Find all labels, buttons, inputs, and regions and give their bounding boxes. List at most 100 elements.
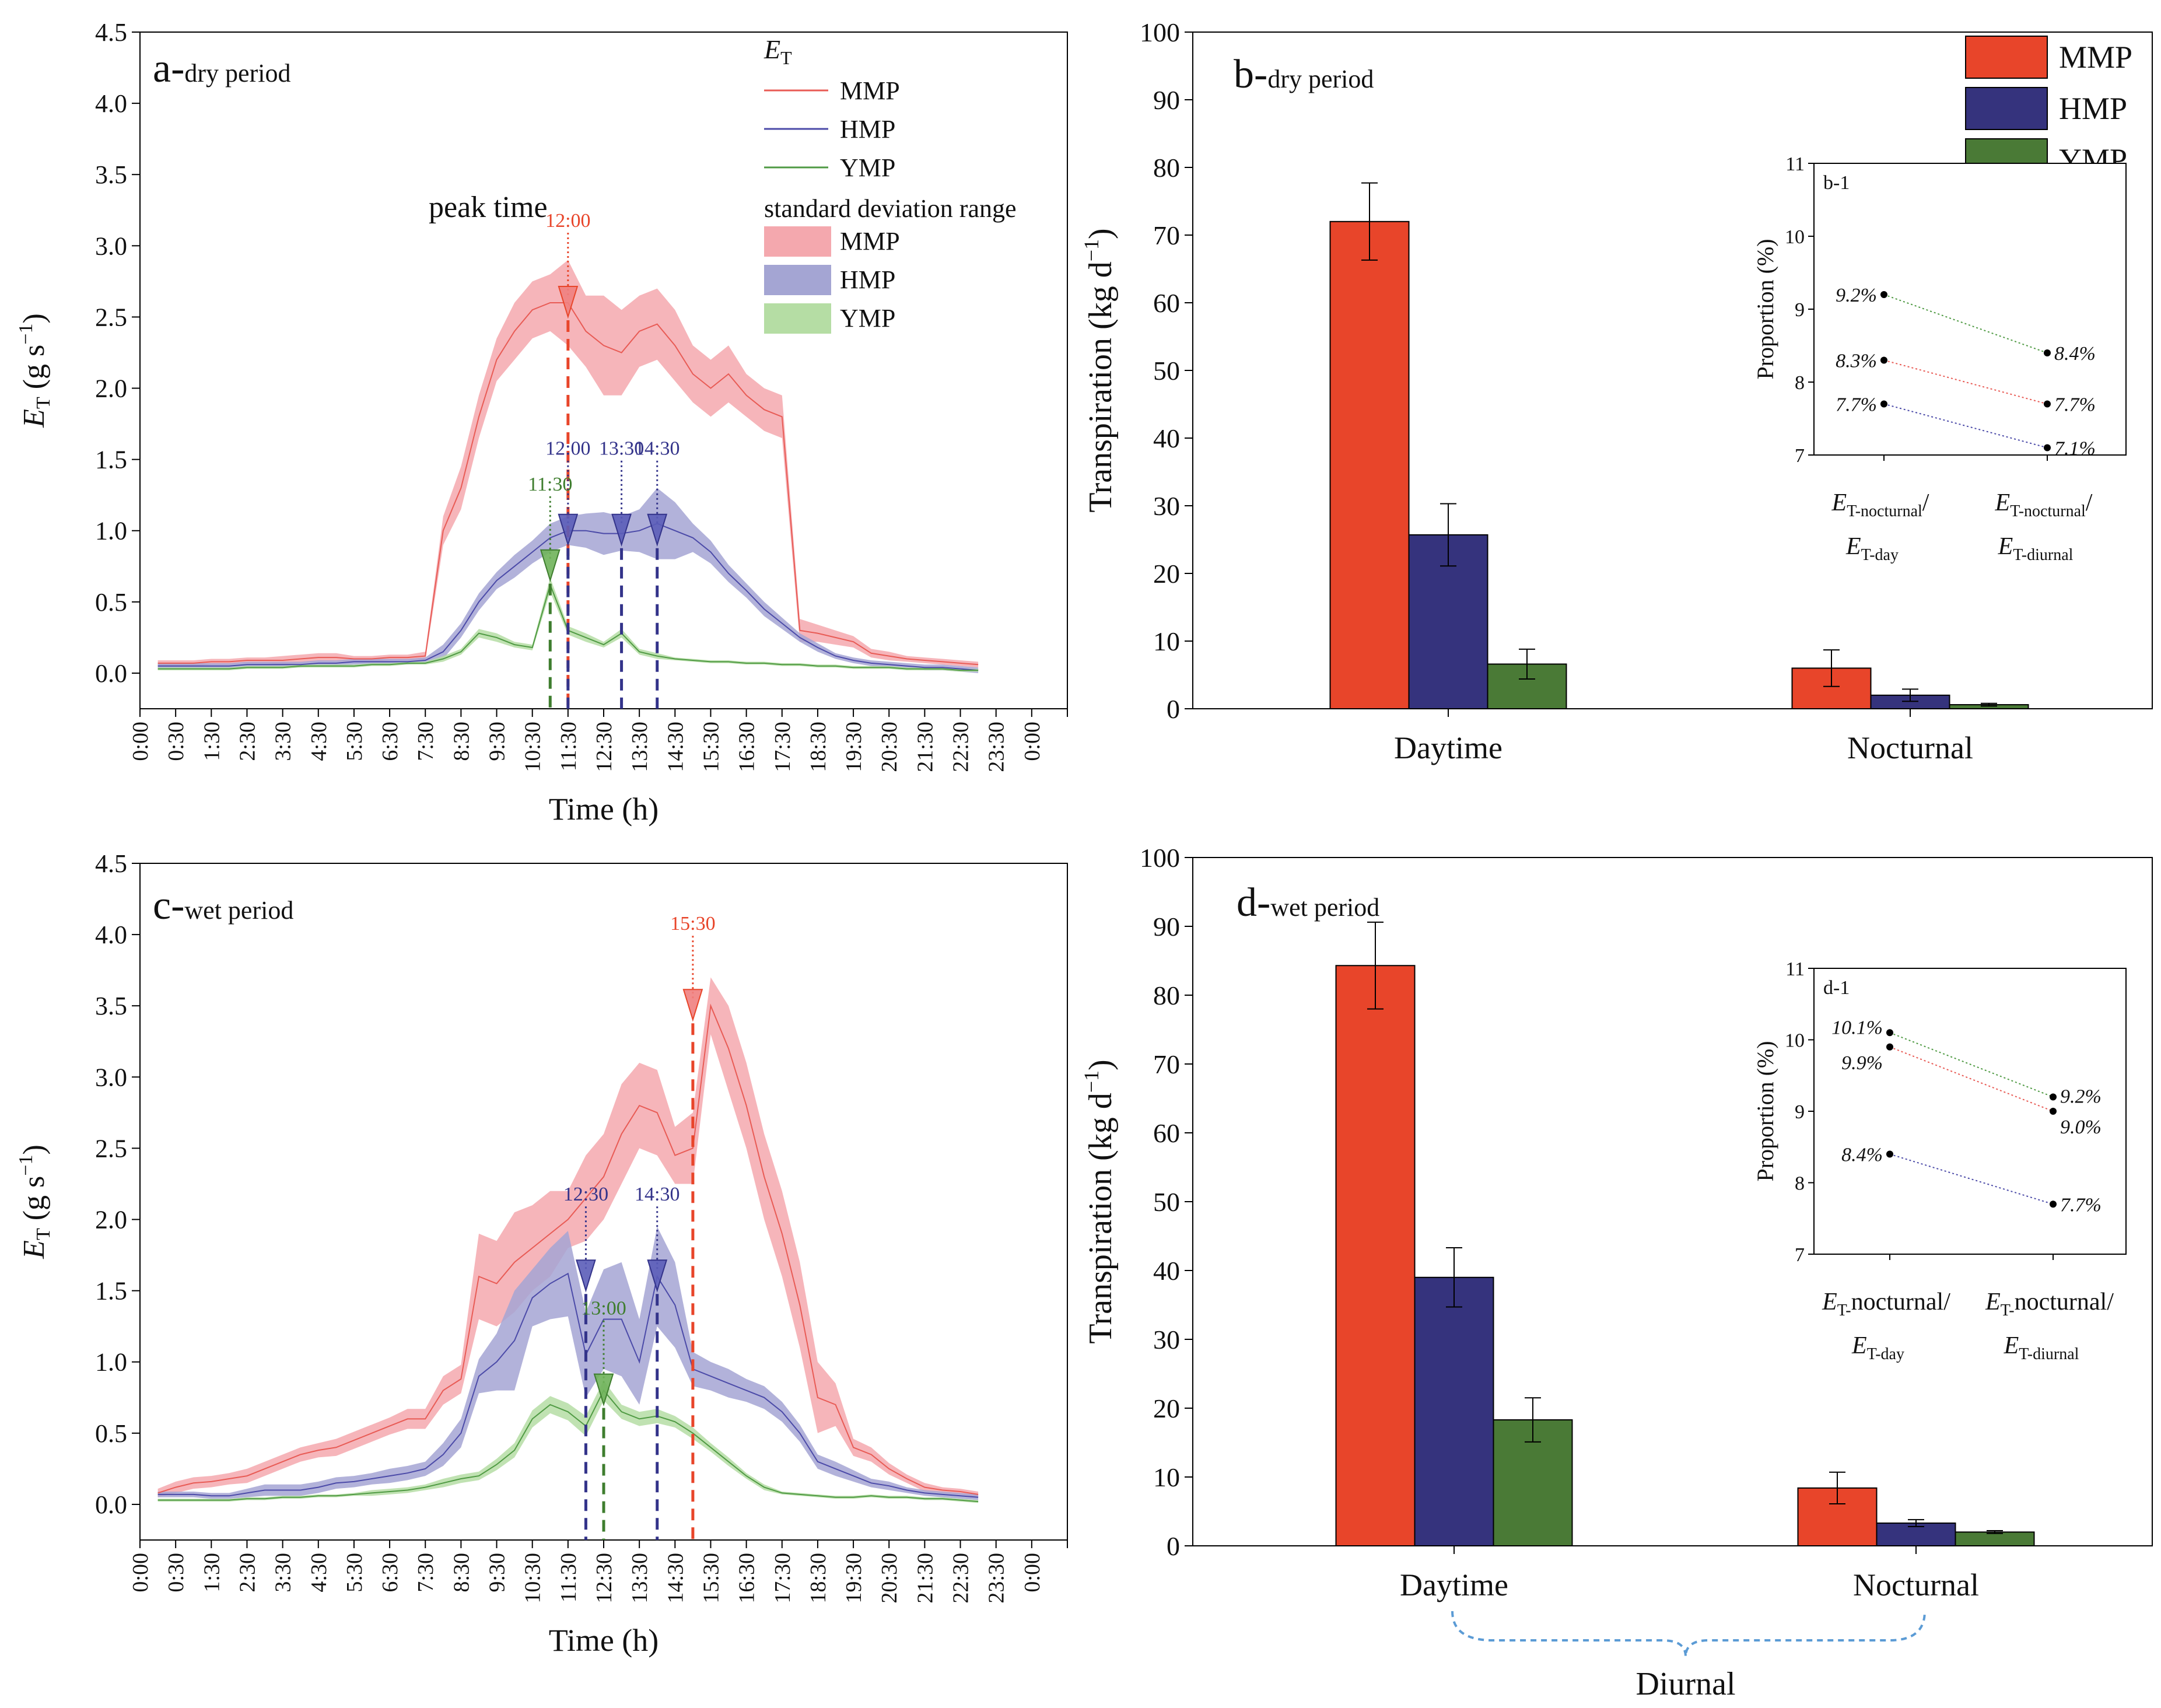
y-tick-label: 2.0 (95, 1206, 127, 1234)
panel-label-part-0: c- (153, 883, 184, 928)
inset-frame (1813, 968, 2127, 1255)
inset-label: d-1 (1823, 977, 1850, 999)
x-tick-label: 17:30 (770, 722, 795, 772)
y-axis-title-part-0: E (17, 1240, 51, 1259)
y-tick-label: 70 (1153, 1049, 1180, 1079)
y-tick-label: 100 (1140, 843, 1180, 873)
peak-markers: 15:30 12:30 14:30 13:00 (563, 913, 716, 1540)
x-tick-label: 0:00 (1020, 722, 1045, 761)
y-tick-label: 3.0 (95, 232, 127, 260)
inset-category-line2-part-1: T-diurnal (2019, 1345, 2079, 1363)
y-axis-title-part-0: Transpiration (kg d (1083, 261, 1119, 512)
x-tick-label: 0:30 (164, 1553, 188, 1592)
inset-connector-mmp (1889, 1046, 2054, 1112)
inset-y-tick-label: 9 (1795, 1101, 1805, 1123)
x-tick-label: 8:30 (449, 1553, 474, 1592)
y-tick-label: 1.0 (95, 1348, 127, 1377)
y-tick-label: 50 (1153, 356, 1180, 386)
inset-y-tick-label: 10 (1785, 226, 1805, 248)
inset-point (2044, 349, 2051, 356)
inset-point (2044, 400, 2051, 408)
x-tick-label: 12:30 (592, 1553, 617, 1604)
legend-label: YMP (840, 153, 895, 182)
x-tick-label: 22:30 (949, 722, 973, 772)
inset-category-line1: ET-nocturnal/ (1831, 489, 1929, 520)
panel-label-part-0: a- (153, 46, 184, 91)
y-tick-label: 30 (1153, 1325, 1180, 1354)
legend-label: HMP (840, 115, 895, 144)
inset-value-label: 9.2% (2060, 1086, 2102, 1108)
x-tick-label: 2:30 (235, 722, 260, 761)
legend-label: MMP (2059, 40, 2132, 75)
panel-label-part-0: b- (1234, 52, 1267, 97)
inset-y-tick-label: 7 (1795, 1244, 1805, 1266)
x-tick-label: 7:30 (414, 1553, 438, 1592)
inset-label: b-1 (1823, 172, 1850, 194)
x-tick-label: 13:30 (628, 1553, 652, 1604)
legend-title-part-1: T (780, 47, 792, 68)
peak-time-label: 12:30 (563, 1184, 608, 1205)
panel-label: c-wet period (153, 883, 293, 928)
inset-point (2050, 1200, 2057, 1208)
inset-category-line1-part-0: E (1995, 489, 2011, 516)
panel-label: b-dry period (1234, 52, 1374, 97)
inset-connector-ymp (1889, 1032, 2054, 1098)
x-tick-label: 17:30 (770, 1553, 795, 1604)
sd-bands (157, 977, 979, 1503)
inset-category-line2-part-0: E (1851, 1332, 1867, 1359)
y-tick-label: 2.5 (95, 303, 127, 331)
peak-time-label: 13:30 (599, 438, 644, 460)
peak-marker (647, 1259, 668, 1293)
y-axis-title: ET (g s−1) (15, 1144, 54, 1259)
inset-category-line1-part-2: nocturnal/ (2015, 1289, 2114, 1315)
inset-value-label: 7.7% (1836, 394, 1877, 416)
x-tick-label: 8:30 (449, 722, 474, 761)
peak-marker (576, 1259, 596, 1293)
y-tick-label: 1.5 (95, 1277, 127, 1306)
bar-mmp (1335, 965, 1416, 1546)
bar-hmp (1414, 1276, 1494, 1547)
peak-marker (558, 286, 579, 319)
diurnal-bracket: Diurnal (1451, 1611, 1926, 1702)
x-tick-label: 21:30 (913, 722, 937, 772)
peak-marker (647, 513, 668, 547)
inset-category-line2-part-0: E (1998, 533, 2013, 560)
y-tick-label: 0.5 (95, 1419, 127, 1448)
inset-value-label: 9.0% (2060, 1116, 2102, 1138)
inset-value-label: 9.9% (1841, 1052, 1883, 1074)
legend-title: ET (763, 34, 792, 68)
y-tick-label: 60 (1153, 1118, 1180, 1148)
y-axis-title-part-1: T (33, 397, 54, 409)
y-axis-title: Transpiration (kg d−1) (1080, 228, 1119, 512)
legend-label: YMP (840, 304, 895, 332)
legend-band-swatch-mmp (764, 226, 831, 257)
y-tick-label: 0 (1167, 694, 1180, 724)
inset-b: 7891011b-19.2%8.4%8.3%7.7%7.7%7.1%ET-noc… (1752, 153, 2127, 564)
y-axis-title: ET (g s−1) (15, 313, 54, 428)
y-tick-label: 4.5 (95, 849, 127, 878)
panel-label-part-1: dry period (184, 59, 290, 88)
panel-d: 0 10 20 30 40 50 60 70 80 90 100 Daytime Nocturnal Tr… (1080, 843, 2153, 1702)
y-tick-label: 20 (1153, 559, 1180, 589)
y-axis-title-part-2: ) (1083, 228, 1119, 239)
x-tick-label: 10:30 (521, 722, 545, 772)
inset-category-line2-part-1: T-day (1861, 546, 1899, 564)
y-tick-label: 90 (1153, 85, 1180, 115)
x-ticks: 0:00 0:30 1:30 2:30 3:30 4:30 5:30 6:30 7:30 8:30… (128, 1540, 1068, 1604)
series-line-ymp (157, 1389, 979, 1503)
y-tick-label: 1.5 (95, 446, 127, 474)
inset-point (1886, 1150, 1893, 1158)
y-axis-title-part-2: (g s (17, 345, 51, 397)
x-tick-label: 0:30 (164, 722, 188, 761)
peak-marker (540, 549, 561, 583)
inset-value-label: 7.7% (2054, 394, 2096, 416)
inset-category-line1-part-0: E (1822, 1289, 1837, 1315)
y-tick-label: 10 (1153, 1462, 1180, 1492)
x-tick-label: 18:30 (806, 722, 831, 772)
x-tick-label: 5:30 (342, 1553, 367, 1592)
x-tick-label: 9:30 (485, 722, 510, 761)
panel-a: 0.0 0.5 1.0 1.5 2.0 2.5 3.0 3.5 4.0 4.5 0:00 0:30 1:… (15, 18, 1068, 827)
peak-marker (558, 513, 579, 547)
